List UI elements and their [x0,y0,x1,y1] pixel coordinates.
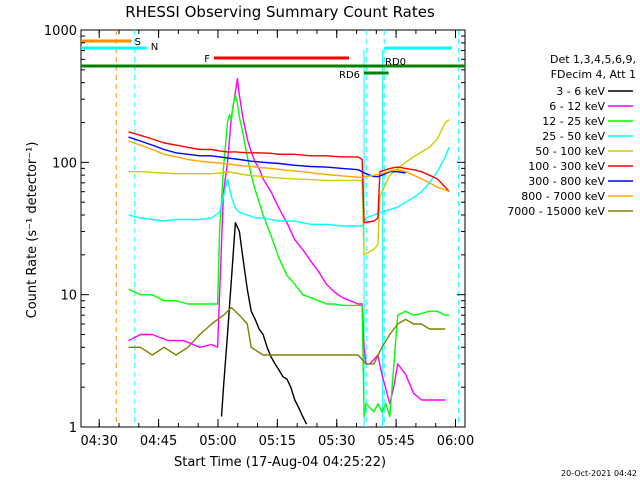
plot-frame [80,29,466,428]
legend-header: FDecim 4, Att 1 [551,68,636,81]
legend-label: 7000 - 15000 keV [507,205,605,218]
chart-title: RHESSI Observing Summary Count Rates [125,3,435,21]
footer-timestamp: 20-Oct-2021 04:42 [561,469,637,478]
flag-label: F [204,54,210,65]
legend-label: 6 - 12 keV [549,100,605,113]
x-tick-label: 05:45 [377,434,414,449]
flag-label: RD6 [339,70,360,81]
y-tick-label: 100 [52,156,77,171]
x-tick-label: 04:45 [140,434,177,449]
legend: Det 1,3,4,5,6,9, FDecim 4, Att 1 3 - 6 keV… [507,53,636,218]
flag-label: RD0 [385,57,406,68]
x-tick-label: 06:00 [437,434,474,449]
legend-label: 100 - 300 keV [528,160,605,173]
legend-label: 25 - 50 keV [542,130,605,143]
flag-label: S [135,37,141,48]
flag-label: N [151,42,158,53]
x-tick-label: 05:30 [318,434,355,449]
y-axis-label: Count Rate (s⁻¹ detector⁻¹) [25,142,40,319]
x-tick-label: 05:00 [199,434,236,449]
series-line-6 [128,136,406,178]
series-line-8 [128,306,446,365]
series-line-5 [128,131,450,224]
x-tick-label: 04:30 [80,434,117,449]
x-tick-label: 05:15 [259,434,296,449]
legend-label: 800 - 7000 keV [521,190,605,203]
series-layer [128,77,450,425]
series-line-7 [128,140,450,193]
y-tick-label: 1000 [44,24,77,39]
series-line-2 [128,94,450,418]
x-axis-label: Start Time (17-Aug-04 04:25:22) [174,455,386,470]
y-tick-label: 10 [60,289,77,304]
y-tick-label: 1 [69,421,77,436]
legend-label: 3 - 6 keV [556,85,605,98]
series-line-0 [220,222,308,425]
axes-layer: 1 10 100 1000 04:30 04:45 05:00 05:15 05:30 05:45… [44,24,474,449]
legend-header: Det 1,3,4,5,6,9, [550,53,636,66]
legend-label: 300 - 800 keV [528,175,605,188]
legend-label: 12 - 25 keV [542,115,605,128]
series-line-4 [128,119,450,256]
series-line-3 [128,147,450,227]
legend-label: 50 - 100 keV [535,145,605,158]
